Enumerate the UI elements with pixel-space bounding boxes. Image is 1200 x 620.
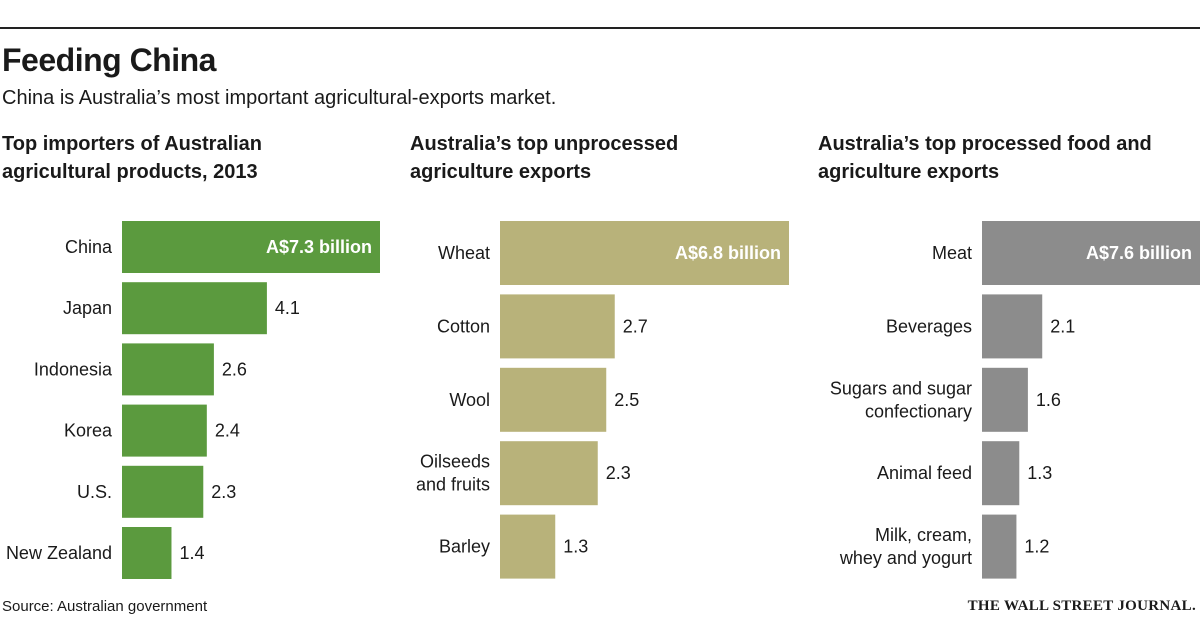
processed-bar-3 [982, 441, 1020, 506]
processed-chart: Meat A$7.6 billion Beverages 2.1 Sugars and … [830, 221, 1200, 579]
importers-category-label-3: Korea [64, 421, 113, 441]
unprocessed-category-label-4: Barley [439, 537, 490, 557]
processed-bar-0 [982, 221, 1200, 285]
page-subtitle: China is Australia’s most important agri… [2, 87, 557, 109]
unprocessed-bar-2 [500, 367, 607, 432]
processed-panel-title: Australia’s top processed food and agric… [818, 133, 1152, 183]
processed-category-label-4: Milk, cream, whey and yogurt [839, 525, 972, 568]
importers-value-label-2: 2.6 [222, 359, 247, 379]
importers-chart: China A$7.3 billion Japan 4.1 Indonesia 2.6 Ko… [6, 221, 380, 579]
unprocessed-value-label-2: 2.5 [614, 390, 639, 410]
unprocessed-bar-4 [500, 514, 556, 579]
unprocessed-value-label-0: A$6.8 billion [675, 243, 781, 263]
importers-bar-0 [122, 221, 380, 273]
unprocessed-category-label-0: Wheat [438, 243, 490, 263]
importers-category-label-0: China [65, 237, 113, 257]
unprocessed-category-label-3: Oilseeds and fruits [416, 452, 490, 495]
processed-bar-1 [982, 294, 1043, 359]
processed-value-label-1: 2.1 [1050, 316, 1075, 336]
importers-panel-title: Top importers of Australian agricultural… [2, 133, 263, 183]
importers-bar-3 [122, 404, 207, 457]
processed-bar-4 [982, 514, 1017, 579]
unprocessed-value-label-3: 2.3 [606, 463, 631, 483]
importers-value-label-0: A$7.3 billion [266, 237, 372, 257]
unprocessed-category-label-1: Cotton [437, 316, 490, 336]
importers-value-label-3: 2.4 [215, 421, 240, 441]
importers-bar-4 [122, 465, 204, 518]
processed-category-label-0: Meat [932, 243, 972, 263]
importers-value-label-5: 1.4 [179, 543, 204, 563]
unprocessed-bar-1 [500, 294, 615, 359]
page-title: Feeding China [2, 42, 216, 78]
processed-value-label-3: 1.3 [1027, 463, 1052, 483]
processed-value-label-0: A$7.6 billion [1086, 243, 1192, 263]
importers-category-label-4: U.S. [77, 482, 112, 502]
importers-bar-1 [122, 282, 267, 335]
unprocessed-category-label-2: Wool [449, 390, 490, 410]
processed-category-label-2: Sugars and sugar confectionary [830, 378, 972, 421]
top-rule [0, 27, 1200, 29]
unprocessed-bar-0 [500, 221, 789, 285]
publisher-logo: THE WALL STREET JOURNAL. [967, 598, 1196, 614]
importers-bar-2 [122, 343, 214, 396]
importers-category-label-2: Indonesia [34, 359, 113, 379]
importers-bar-5 [122, 527, 172, 579]
processed-bar-2 [982, 367, 1028, 432]
importers-category-label-5: New Zealand [6, 543, 112, 563]
processed-value-label-2: 1.6 [1036, 390, 1061, 410]
unprocessed-value-label-4: 1.3 [563, 537, 588, 557]
importers-value-label-4: 2.3 [211, 482, 236, 502]
processed-value-label-4: 1.2 [1024, 537, 1049, 557]
processed-category-label-3: Animal feed [877, 463, 972, 483]
source-note: Source: Australian government [2, 598, 208, 615]
processed-category-label-1: Beverages [886, 316, 972, 336]
unprocessed-bar-3 [500, 441, 598, 506]
importers-category-label-1: Japan [63, 298, 112, 318]
unprocessed-panel-title: Australia’s top unprocessed agriculture … [410, 133, 679, 183]
importers-value-label-1: 4.1 [275, 298, 300, 318]
unprocessed-value-label-1: 2.7 [623, 316, 648, 336]
unprocessed-chart: Wheat A$6.8 billion Cotton 2.7 Wool 2.5 Oilsee… [416, 221, 789, 579]
